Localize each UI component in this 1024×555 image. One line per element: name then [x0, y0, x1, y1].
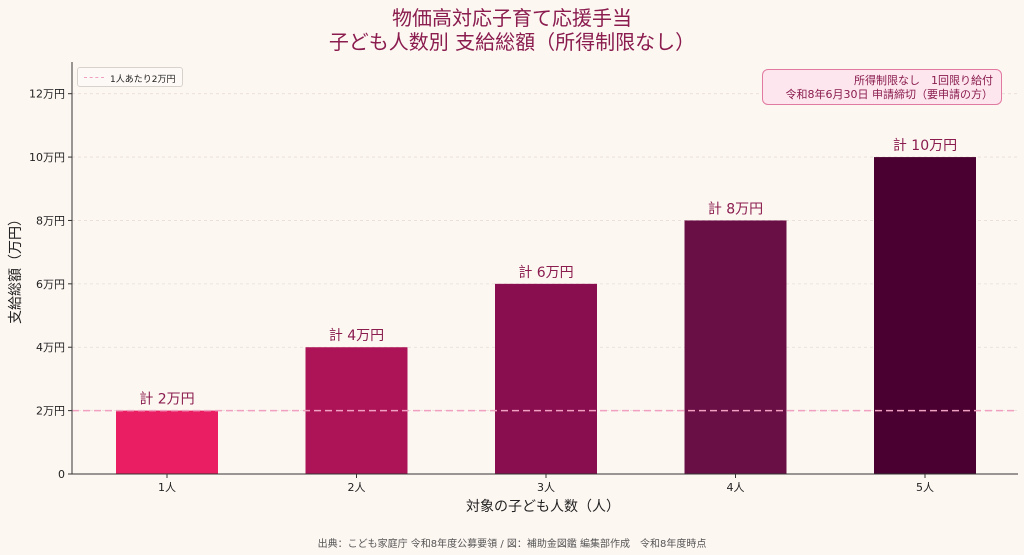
annotation-line-1: 所得制限なし 1回限り給付	[854, 74, 993, 87]
y-tick-label-3: 6万円	[36, 278, 65, 291]
bar-4	[684, 220, 787, 474]
y-tick-label-2: 4万円	[36, 341, 65, 354]
legend-label: 1人あたり2万円	[110, 75, 176, 85]
chart-subtitle: 子ども人数別 支給総額（所得制限なし）	[328, 30, 696, 54]
bar-1	[116, 410, 218, 474]
data-label-1: 計 2万円	[139, 392, 194, 408]
data-label-2: 計 4万円	[329, 328, 384, 344]
data-label-5: 計 10万円	[893, 138, 957, 154]
bar-5	[874, 157, 976, 475]
source-footnote: 出典：こども家庭庁 令和8年度公募要領 / 図：補助金図鑑 編集部作成 令和8年…	[317, 539, 707, 550]
y-tick-label-6: 12万円	[29, 88, 65, 101]
y-tick-label-5: 10万円	[29, 151, 65, 164]
annotation-line-2: 令和8年6月30日 申請締切（要申請の方）	[785, 88, 994, 101]
data-label-4: 計 8万円	[708, 201, 763, 217]
chart-title: 物価高対応子育て応援手当	[392, 6, 632, 30]
y-tick-label-1: 2万円	[36, 405, 65, 418]
y-tick-label-4: 8万円	[36, 214, 65, 227]
x-axis-label: 対象の子ども人数（人）	[466, 499, 620, 515]
y-axis-label: 支給総額（万円）	[8, 212, 24, 324]
annotation-box: 所得制限なし 1回限り給付 令和8年6月30日 申請締切（要申請の方）	[762, 69, 1002, 105]
x-tick-label-1: 1人	[158, 481, 176, 494]
x-tick-label-5: 5人	[916, 481, 934, 494]
legend-swatch-dashed-line	[84, 77, 104, 78]
x-tick-label-4: 4人	[727, 481, 745, 494]
bar-2	[305, 347, 408, 474]
x-tick-label-2: 2人	[348, 481, 366, 494]
y-tick-label-0: 0	[58, 468, 65, 481]
x-tick-label-3: 3人	[537, 481, 555, 494]
legend: 1人あたり2万円	[77, 67, 183, 87]
bar-3	[495, 283, 597, 474]
data-label-3: 計 6万円	[518, 265, 573, 281]
